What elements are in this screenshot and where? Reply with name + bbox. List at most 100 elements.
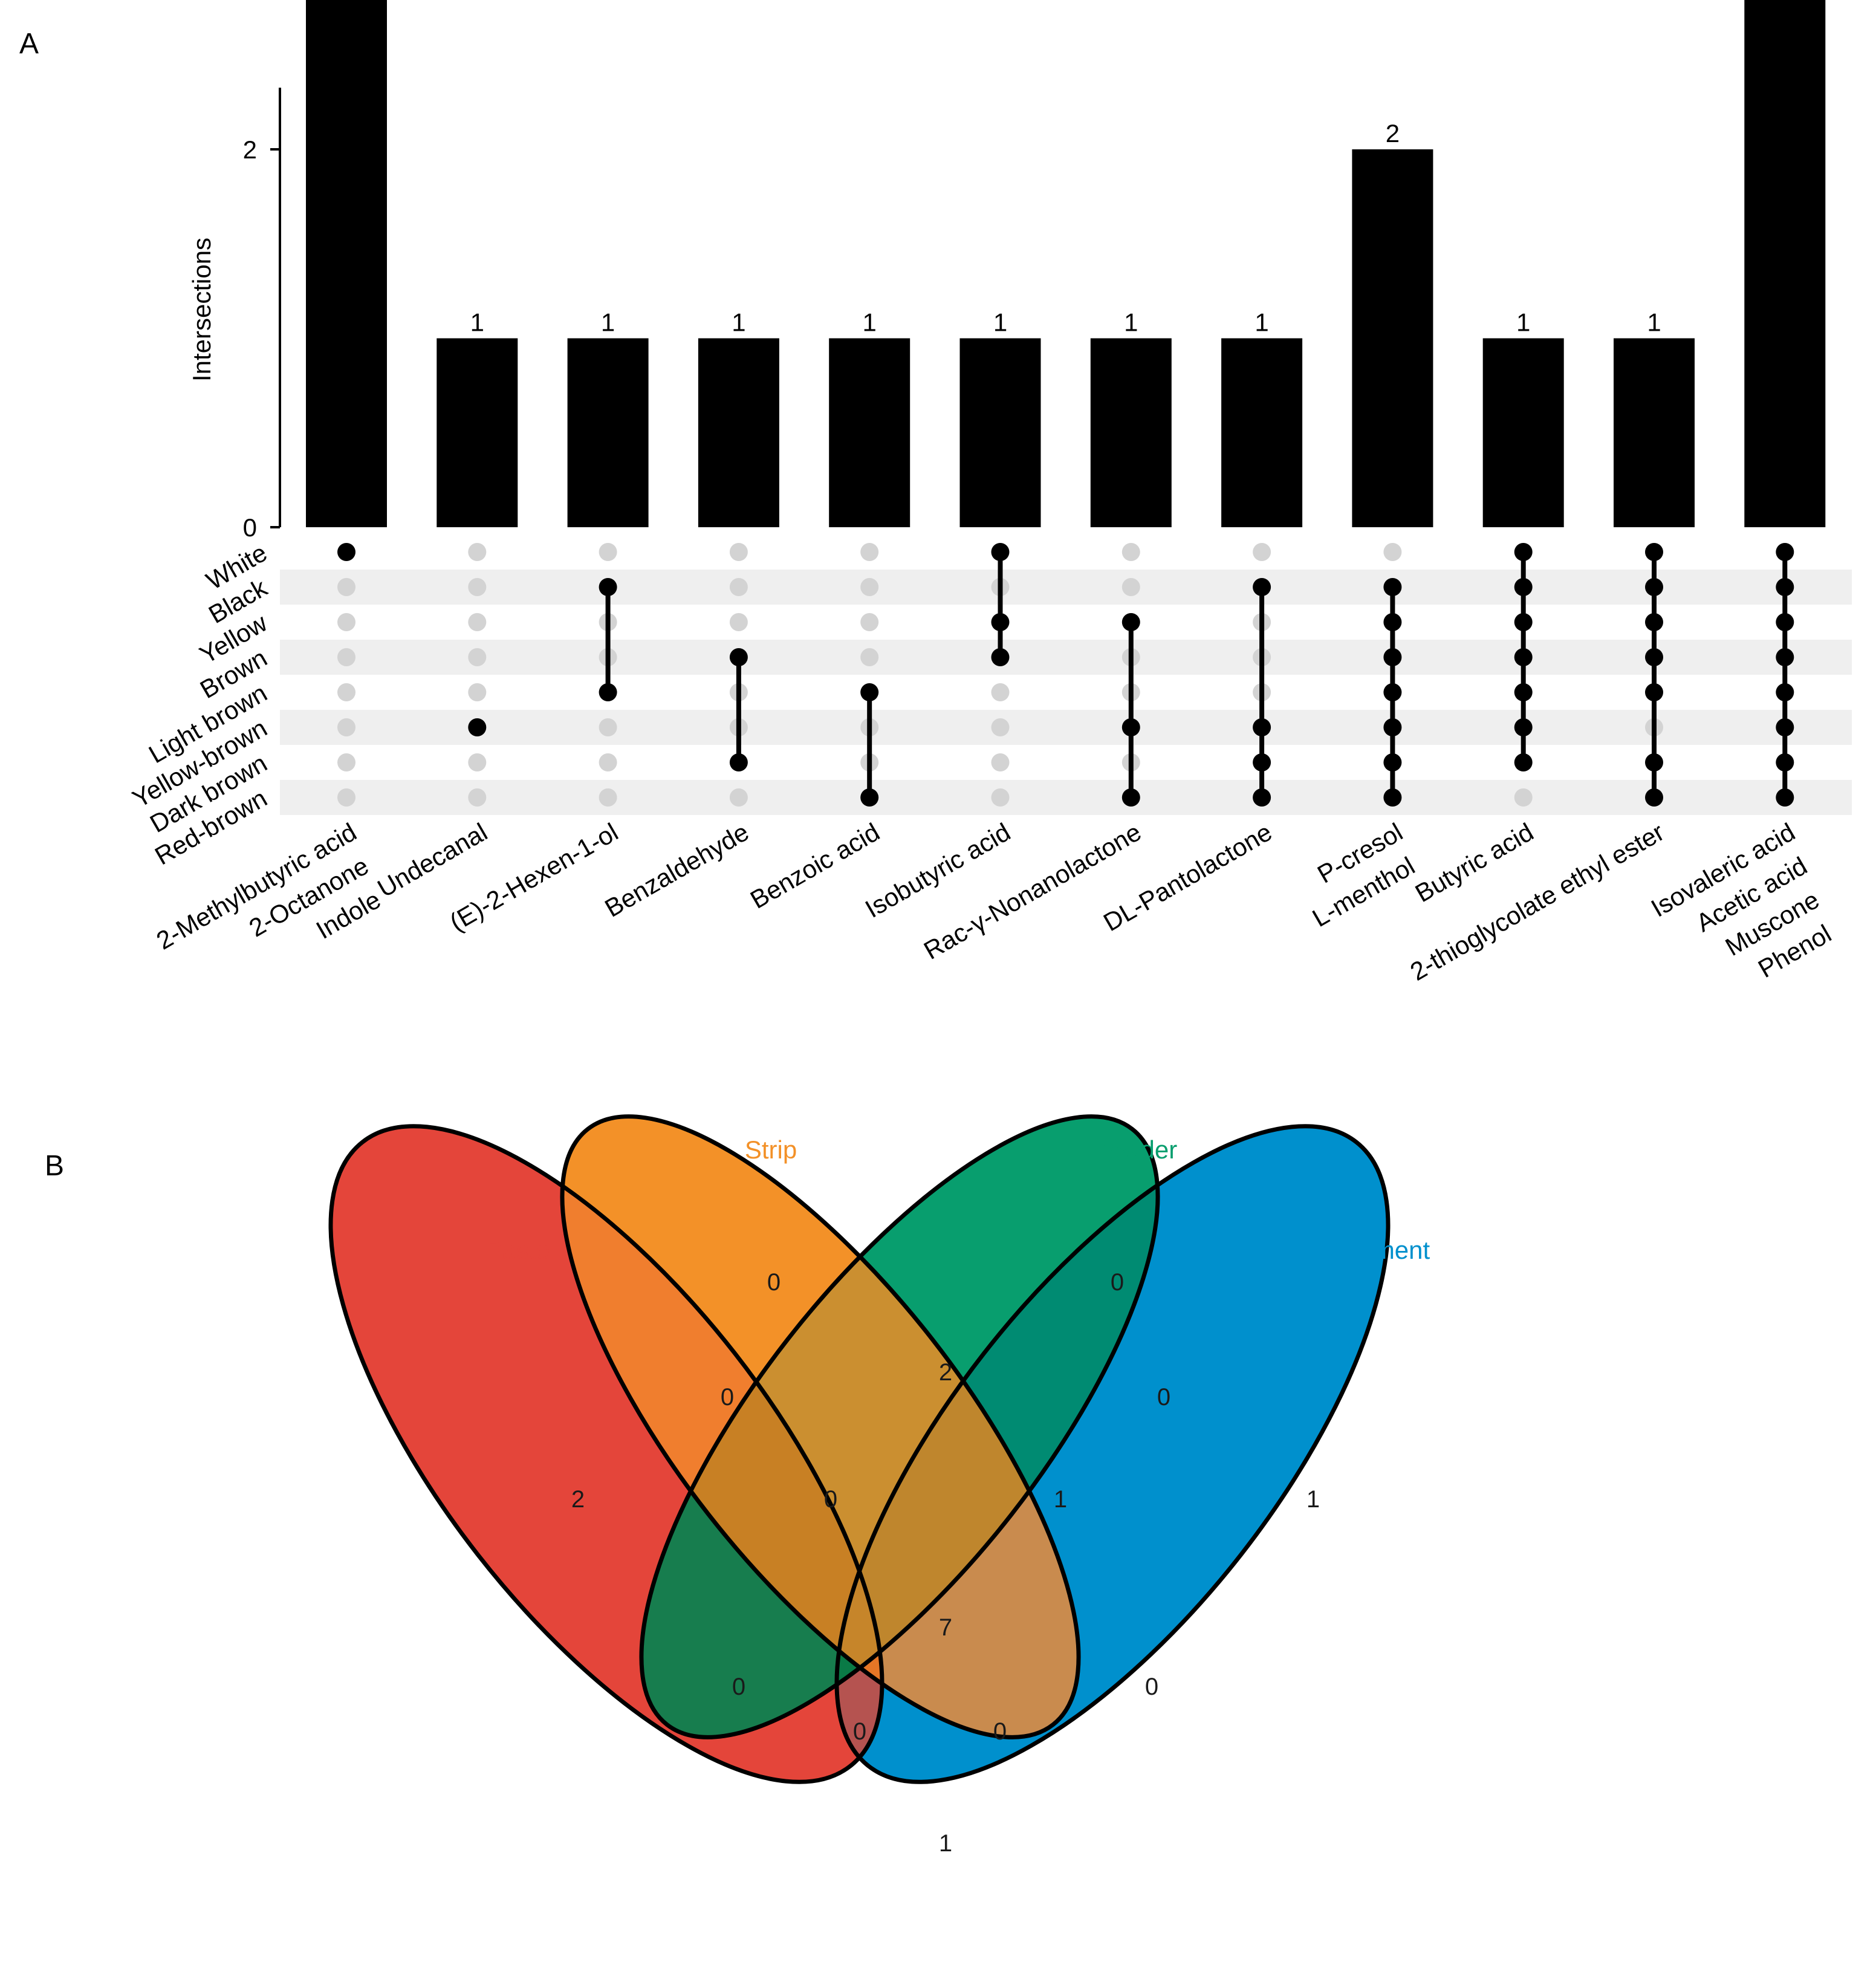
compound-label: Undecanal	[372, 817, 492, 903]
set-label-ointment: Ointment	[1327, 1236, 1430, 1264]
count-powder-only: 0	[1111, 1269, 1124, 1296]
count-paste-powder-ointment: 0	[853, 1718, 866, 1745]
panel-b-label: B	[45, 1150, 64, 1182]
bar-value-label: 1	[1516, 308, 1530, 337]
matrix-dot-active	[1645, 788, 1663, 807]
matrix-dot-inactive	[468, 648, 487, 666]
intersection-bar	[1221, 338, 1303, 527]
matrix-dot-active	[1253, 788, 1271, 807]
matrix-dot-active	[468, 718, 487, 736]
matrix-dot-active	[1121, 718, 1140, 736]
matrix-dot-active	[1383, 753, 1402, 771]
matrix-dot-active	[1253, 718, 1271, 736]
matrix-stripe	[280, 780, 1852, 815]
matrix-dot-active	[1776, 788, 1794, 807]
bar-value-label: 1	[732, 308, 745, 337]
matrix-dot-active	[1645, 578, 1663, 596]
matrix-dot-active	[991, 648, 1010, 666]
matrix-dot-active	[1776, 543, 1794, 561]
y-ticks: 024	[243, 135, 280, 542]
matrix-dot-inactive	[337, 683, 355, 701]
matrix-dot-active	[729, 753, 748, 771]
matrix-dot-inactive	[991, 788, 1010, 807]
matrix-dot-active	[599, 578, 617, 596]
y-tick-label: 2	[243, 135, 257, 164]
compound-label: Rac-γ-Nonanolactone	[919, 817, 1146, 965]
compound-label: 2-thioglycolate ethyl ester	[1406, 817, 1669, 986]
matrix-dot-active	[1514, 613, 1533, 631]
matrix-dot-inactive	[1514, 788, 1533, 807]
count-paste-powder: 0	[732, 1674, 745, 1700]
matrix-stripe	[280, 710, 1852, 745]
matrix-dot-inactive	[860, 613, 879, 631]
bar-value-label: 1	[470, 308, 484, 337]
intersection-bar	[1352, 149, 1433, 527]
bar-value-label: 1	[601, 308, 615, 337]
bar-value-label: 1	[1124, 308, 1138, 337]
count-strip-powder-ointment: 1	[1054, 1486, 1067, 1513]
matrix-dot-active	[1514, 543, 1533, 561]
matrix-dot-active	[1776, 753, 1794, 771]
set-label-paste: Paste	[485, 1236, 550, 1264]
matrix-dot-inactive	[468, 753, 487, 771]
matrix-dot-active	[1383, 788, 1402, 807]
matrix-dot-inactive	[468, 683, 487, 701]
intersection-bar	[698, 338, 779, 527]
matrix-dot-active	[1383, 683, 1402, 701]
matrix-dot-active	[1383, 718, 1402, 736]
count-paste-only: 2	[571, 1486, 585, 1513]
intersection-bar	[1614, 338, 1695, 527]
bar-value-labels: 311111112114	[470, 119, 1661, 337]
matrix-dot-active	[1514, 718, 1533, 736]
matrix-stripes	[280, 570, 1852, 815]
count-powder-ointment: 0	[1157, 1384, 1170, 1411]
matrix-dot-inactive	[729, 578, 748, 596]
matrix-dot-active	[729, 648, 748, 666]
matrix-dot-inactive	[468, 543, 487, 561]
matrix-dot-active	[1253, 753, 1271, 771]
count-strip-powder: 2	[939, 1359, 952, 1386]
intersection-bar	[829, 338, 910, 527]
matrix-dot-inactive	[337, 613, 355, 631]
bar-value-label: 1	[1254, 308, 1268, 337]
matrix-dot-active	[1645, 648, 1663, 666]
bar-value-label: 1	[863, 308, 877, 337]
matrix-dot-active	[599, 683, 617, 701]
matrix-dot-active	[991, 543, 1010, 561]
matrix-dot-inactive	[599, 718, 617, 736]
matrix-dot-active	[860, 683, 879, 701]
upset-plot: 024 Intersections 311111112114 WhiteBlac…	[128, 0, 1852, 986]
matrix-dot-active	[1514, 753, 1533, 771]
matrix-dot-inactive	[729, 613, 748, 631]
matrix-dot-active	[1253, 578, 1271, 596]
powder-outline	[639, 1114, 1160, 1739]
matrix-dot-active	[1383, 578, 1402, 596]
matrix-dot-inactive	[468, 788, 487, 807]
matrix-dot-active	[1645, 543, 1663, 561]
matrix-dot-active	[1645, 683, 1663, 701]
matrix-dot-inactive	[337, 578, 355, 596]
matrix-dot-active	[1776, 683, 1794, 701]
set-label-strip: Strip	[745, 1135, 797, 1164]
intersection-bar	[959, 338, 1041, 527]
matrix-dot-inactive	[599, 543, 617, 561]
count-paste-ointment: 1	[939, 1830, 952, 1857]
compound-label: Butyric acid	[1410, 817, 1538, 908]
matrix-dot-inactive	[468, 578, 487, 596]
intersection-bar	[1744, 0, 1826, 527]
matrix-dot-active	[1383, 648, 1402, 666]
count-strip-only: 0	[767, 1269, 781, 1296]
matrix-dot-inactive	[991, 683, 1010, 701]
matrix-stripe	[280, 640, 1852, 675]
bar-value-label: 2	[1386, 119, 1400, 148]
matrix-dot-inactive	[599, 753, 617, 771]
matrix-dot-inactive	[337, 753, 355, 771]
intersection-bar	[306, 0, 387, 527]
matrix-dot-active	[860, 788, 879, 807]
set-label-powder: Powder	[1091, 1135, 1177, 1164]
matrix-dot-inactive	[1253, 543, 1271, 561]
matrix-dot-inactive	[729, 543, 748, 561]
matrix-dot-active	[1776, 578, 1794, 596]
matrix-dots	[337, 543, 1794, 807]
